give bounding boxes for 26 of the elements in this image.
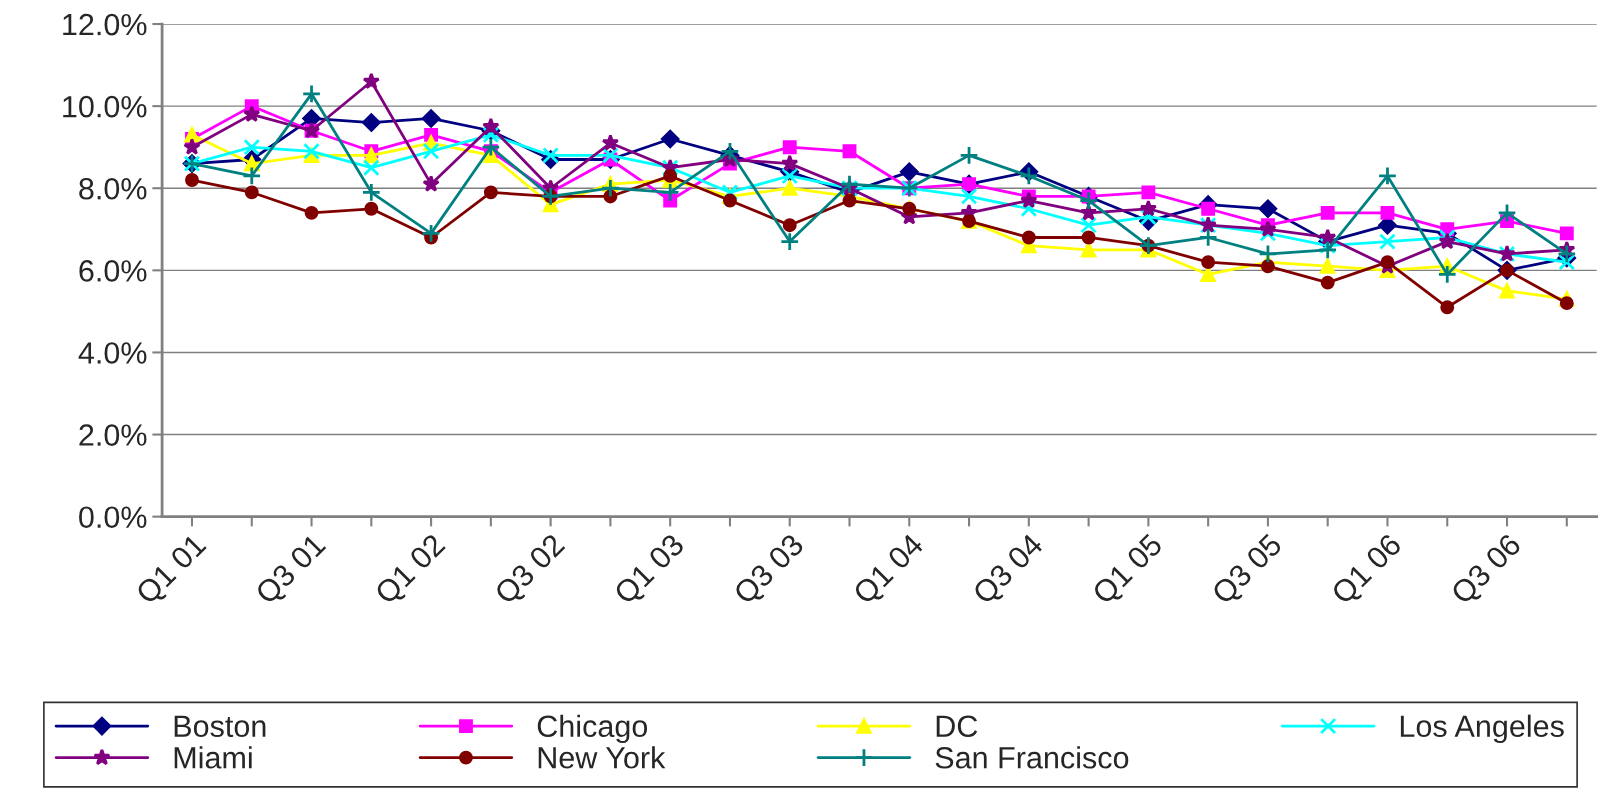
legend-label: Boston (174, 715, 266, 738)
x-tick-label: Q1 06 (1330, 532, 1407, 609)
y-tick-label: 2.0% (79, 424, 147, 446)
y-tick-label: 10.0% (63, 95, 147, 118)
legend-label: Los Angeles (1400, 714, 1564, 744)
x-tick-label: Q1 01 (134, 532, 211, 609)
legend-label: San Francisco (935, 746, 1129, 769)
x-tick-label: Q1 03 (612, 532, 689, 609)
legend-label: Chicago (537, 714, 648, 744)
x-tick-label: Q3 04 (971, 532, 1048, 609)
y-tick-label: 0.0% (79, 506, 147, 529)
legend-label: Miami (174, 746, 252, 769)
legend-label: New York (538, 746, 666, 769)
x-tick-label: Q3 02 (493, 532, 570, 609)
y-tick-label: 12.0% (63, 13, 147, 36)
legend-label: DC (936, 715, 978, 738)
y-tick-label: 8.0% (79, 177, 147, 200)
x-tick-label: Q3 06 (1449, 532, 1526, 609)
y-tick-label: 6.0% (79, 260, 147, 282)
y-tick-label: 4.0% (78, 342, 147, 364)
x-tick-label: Q3 05 (1210, 532, 1287, 609)
x-tick-label: Q3 03 (732, 532, 809, 609)
x-tick-label: Q1 04 (852, 532, 929, 609)
x-tick-label: Q1 05 (1091, 532, 1168, 609)
x-tick-label: Q3 01 (254, 532, 331, 609)
x-tick-label: Q1 02 (373, 532, 450, 609)
